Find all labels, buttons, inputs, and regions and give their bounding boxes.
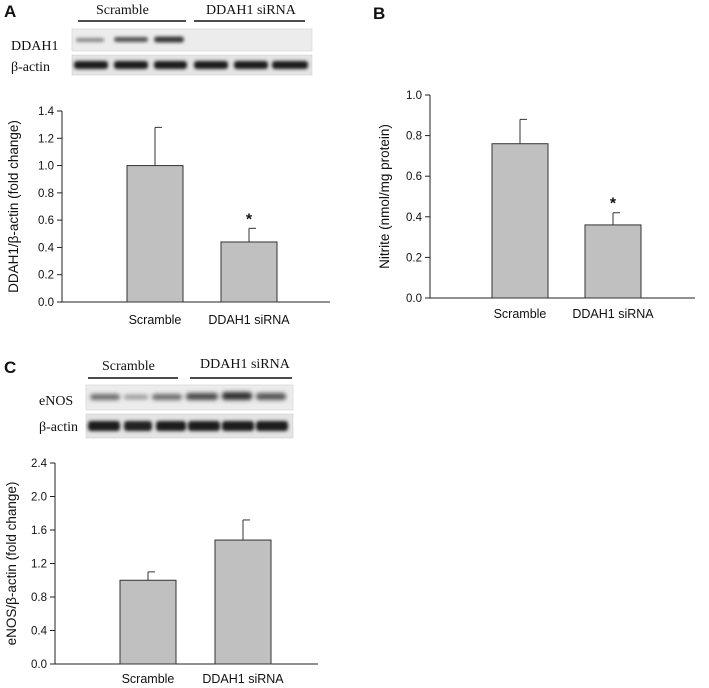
panel-c: C Scramble DDAH1 siRNA eNOS β-actin: [4, 357, 318, 686]
chart-b-bar-1: [584, 224, 642, 299]
blot-a-ddah1-bands: [76, 36, 184, 43]
chart-c-category-label-0: Scramble: [122, 672, 175, 686]
chart-b-y-axis-title: Nitrite (nmol/mg protein): [377, 124, 392, 269]
chart-b: 0.0 0.2 0.4 0.6 0.8 1.0 Nitrite (nmol/mg prote…: [377, 90, 695, 321]
chart-c-category-label-1: DDAH1 siRNA: [202, 672, 284, 686]
chart-a-y-axis-title: DDAH1/β-actin (fold change): [6, 120, 21, 293]
blot-a: Scramble DDAH1 siRNA DDAH1 β-actin: [11, 3, 313, 76]
chart-b-significance-1: *: [610, 196, 617, 213]
chart-b-category-label-1: DDAH1 siRNA: [572, 307, 654, 321]
chart-a-y-tick-label: 0.6: [38, 215, 54, 227]
chart-c-y-tick-label: 0.8: [31, 592, 47, 604]
chart-a-category-label-1: DDAH1 siRNA: [208, 313, 290, 327]
chart-a-y-tick-label: 0.4: [38, 242, 55, 254]
chart-b-y-tick-label: 0.0: [406, 293, 422, 305]
chart-c-y-tick-label: 0.4: [31, 626, 48, 638]
chart-a-y-tick-label: 0.0: [38, 297, 54, 309]
chart-a-category-label-0: Scramble: [129, 313, 182, 327]
chart-c-y-tick-label: 0.0: [31, 659, 47, 671]
chart-a: 0.0 0.2 0.4 0.6 0.8 1.0 1.2 1.4 DDAH1/β-actin (f…: [6, 106, 330, 327]
blot-c-row-label-actin: β-actin: [39, 420, 78, 435]
chart-c: 0.0 0.4 0.8 1.2 1.6 2.0 2.4 eNOS/β-actin (fold …: [4, 458, 318, 686]
panel-letter-c: C: [4, 358, 16, 377]
blot-a-actin-strip: [71, 54, 313, 76]
chart-b-bar-0: [491, 143, 549, 299]
chart-c-bar-1: [214, 539, 272, 665]
chart-b-y-tick-label: 0.4: [406, 212, 423, 224]
panel-a: A Scramble DDAH1 siRNA DDAH1 β-actin: [4, 2, 330, 327]
chart-c-y-tick-label: 1.6: [31, 525, 47, 537]
blot-c-group-label-scramble: Scramble: [102, 359, 155, 374]
chart-b-y-tick-label: 1.0: [406, 90, 422, 102]
chart-a-y-tick-label: 0.8: [38, 188, 54, 200]
blot-a-row-label-actin: β-actin: [11, 60, 50, 75]
blot-c: Scramble DDAH1 siRNA eNOS β-actin: [39, 357, 294, 439]
chart-a-bar-0: [126, 165, 184, 303]
panel-letter-a: A: [4, 2, 16, 21]
blot-c-row-label-enos: eNOS: [39, 394, 73, 409]
chart-c-y-tick-label: 2.4: [31, 458, 48, 470]
blot-c-enos-bands: [90, 392, 286, 400]
chart-c-y-tick-label: 2.0: [31, 492, 47, 504]
chart-a-y-tick-label: 1.2: [38, 133, 54, 145]
chart-a-y-tick-label: 1.0: [38, 161, 54, 173]
chart-a-y-tick-label: 0.2: [38, 270, 54, 282]
chart-b-category-label-0: Scramble: [494, 307, 547, 321]
blot-c-group-label-sirna: DDAH1 siRNA: [200, 357, 291, 372]
blot-a-group-label-sirna: DDAH1 siRNA: [206, 3, 297, 18]
blot-a-row-label-ddah1: DDAH1: [11, 39, 58, 54]
chart-c-bar-0: [119, 579, 177, 665]
chart-c-y-axis-title: eNOS/β-actin (fold change): [4, 482, 19, 646]
chart-a-bar-1: [220, 241, 278, 303]
chart-a-significance-1: *: [246, 211, 253, 228]
panel-letter-b: B: [373, 4, 385, 23]
panel-b: B 0.0 0.2 0.4 0.6 0.8 1.0 Nitrite (nmol/mg pro…: [373, 4, 695, 321]
blot-a-ddah1-strip: [71, 28, 313, 52]
chart-a-y-tick-label: 1.4: [38, 106, 55, 118]
chart-b-y-tick-label: 0.8: [406, 131, 422, 143]
chart-c-y-tick-label: 1.2: [31, 559, 47, 571]
blot-c-actin-bands: [88, 421, 288, 431]
blot-a-actin-bands: [74, 61, 308, 69]
chart-b-y-tick-label: 0.2: [406, 252, 422, 264]
chart-b-y-tick-label: 0.6: [406, 171, 422, 183]
blot-a-group-label-scramble: Scramble: [96, 3, 149, 18]
